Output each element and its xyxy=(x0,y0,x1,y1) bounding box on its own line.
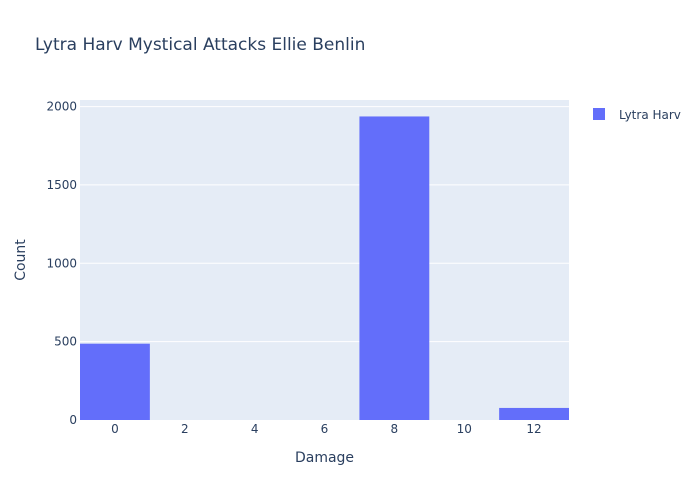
x-axis-ticks: 0 2 4 6 8 10 12 xyxy=(111,422,542,436)
y-tick-label: 500 xyxy=(54,335,77,349)
y-gridlines xyxy=(80,106,569,343)
bar[interactable] xyxy=(80,343,150,420)
x-tick-label: 6 xyxy=(321,422,329,436)
y-tick-label: 0 xyxy=(69,413,77,427)
x-tick-label: 0 xyxy=(111,422,119,436)
legend-swatch xyxy=(593,108,605,120)
bar[interactable] xyxy=(499,407,569,420)
x-tick-label: 8 xyxy=(391,422,399,436)
x-tick-label: 12 xyxy=(526,422,541,436)
chart-title: Lytra Harv Mystical Attacks Ellie Benlin xyxy=(35,35,365,55)
legend[interactable]: Lytra Harv xyxy=(593,108,681,122)
bars-group xyxy=(80,116,569,420)
y-tick-label: 2000 xyxy=(46,100,77,114)
x-tick-label: 2 xyxy=(181,422,189,436)
x-tick-label: 4 xyxy=(251,422,259,436)
y-axis-ticks: 0 500 1000 1500 2000 xyxy=(46,100,77,427)
x-axis-title: Damage xyxy=(295,450,354,466)
x-tick-label: 10 xyxy=(457,422,472,436)
y-tick-label: 1000 xyxy=(46,256,77,270)
plot-area xyxy=(80,100,569,420)
y-axis-title: Count xyxy=(13,239,29,281)
bar[interactable] xyxy=(359,116,430,420)
legend-label: Lytra Harv xyxy=(619,108,681,122)
y-tick-label: 1500 xyxy=(46,178,77,192)
